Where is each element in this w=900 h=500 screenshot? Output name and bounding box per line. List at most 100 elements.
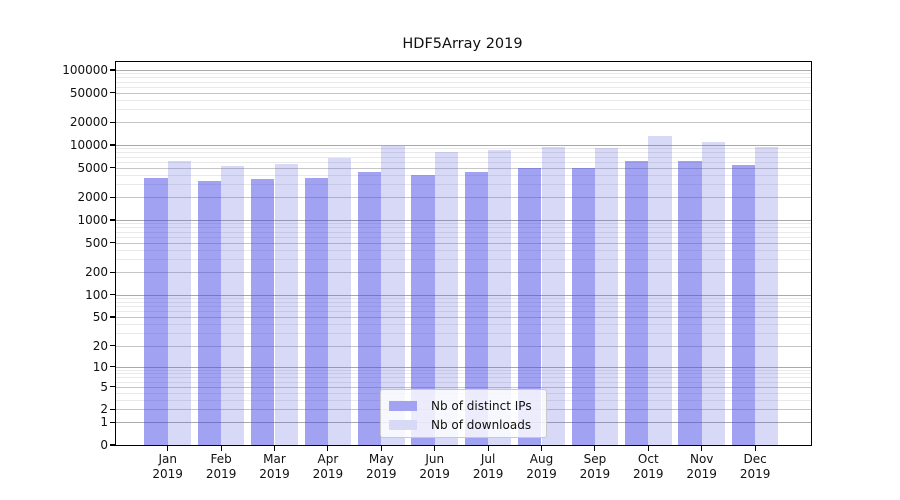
y-tick	[110, 121, 116, 123]
gridline-minor	[116, 249, 811, 251]
y-tick-label: 100	[85, 287, 108, 302]
y-tick	[110, 345, 116, 347]
gridline-major	[116, 167, 811, 169]
bar-downloads	[221, 166, 245, 445]
legend-item-downloads: Nb of downloads	[389, 415, 546, 434]
bar-distinct-ips	[144, 178, 168, 445]
y-tick-label: 500	[85, 235, 108, 250]
y-tick-label: 1000	[77, 212, 108, 227]
gridline-minor	[116, 161, 811, 163]
gridline-minor	[116, 231, 811, 233]
gridline-minor	[116, 259, 811, 261]
gridline-minor	[116, 152, 811, 154]
gridline-minor	[116, 377, 811, 379]
gridline-minor	[116, 81, 811, 83]
legend-swatch-distinct-ips	[389, 400, 417, 411]
x-tick-label: Apr 2019	[312, 452, 344, 481]
gridline-major	[116, 144, 811, 146]
y-tick-label: 10	[92, 359, 108, 374]
bar-distinct-ips	[464, 172, 489, 445]
bar-downloads	[488, 150, 512, 445]
y-tick-label: 50000	[69, 85, 108, 100]
x-tick	[220, 445, 222, 451]
bar-distinct-ips	[304, 177, 328, 445]
gridline-minor	[116, 77, 811, 79]
gridline-minor	[116, 370, 811, 371]
x-tick-label: Dec 2019	[739, 452, 771, 481]
gridline-minor	[116, 99, 811, 101]
y-tick	[110, 91, 116, 94]
y-tick	[110, 166, 116, 169]
gridline-major	[116, 92, 811, 94]
y-tick	[110, 316, 116, 318]
y-tick	[110, 196, 116, 198]
bar-distinct-ips	[731, 164, 756, 445]
plot-area: Jan 2019 Feb 2019 Mar 2019 Apr 2019 May 2019…	[62, 61, 812, 481]
x-tick-label: May 2019	[366, 452, 397, 481]
y-tick-label: 1	[100, 415, 108, 430]
gridline-major	[116, 242, 811, 244]
bar-distinct-ips	[678, 161, 702, 445]
bar-distinct-ips	[624, 161, 649, 445]
x-tick	[754, 445, 756, 451]
gridline-major	[116, 316, 811, 318]
gridline-minor	[116, 227, 811, 229]
gridline-minor	[116, 301, 811, 303]
legend-item-distinct-ips: Nb of distinct IPs	[389, 396, 546, 415]
gridline-minor	[116, 223, 811, 225]
gridline-minor	[116, 333, 811, 335]
gridline-major	[116, 197, 811, 199]
gridline-major	[116, 345, 811, 347]
gridline-minor	[116, 306, 811, 308]
legend-label-downloads: Nb of downloads	[431, 417, 532, 432]
bar-distinct-ips	[197, 180, 222, 445]
y-tick-label: 2	[100, 402, 108, 417]
plot-layers: Jan 2019 Feb 2019 Mar 2019 Apr 2019 May 2019…	[62, 62, 811, 481]
y-tick	[110, 366, 116, 368]
x-tick	[487, 445, 489, 451]
bar-distinct-ips	[251, 178, 275, 445]
gridline-major	[116, 122, 811, 124]
y-tick-label: 200	[85, 265, 108, 280]
x-tick-label: Sep 2019	[579, 452, 611, 481]
gridline-minor	[116, 73, 811, 75]
chart-title: HDF5Array 2019	[402, 36, 523, 52]
y-tick	[110, 219, 116, 221]
y-tick-label: 0	[100, 438, 108, 452]
y-tick-label: 2000	[77, 190, 108, 205]
y-tick	[110, 144, 116, 146]
x-tick-label: Jun 2019	[419, 452, 450, 481]
gridline-minor	[116, 373, 811, 375]
gridline-minor	[116, 86, 811, 88]
gridline-major	[116, 272, 811, 274]
x-tick-label: Jan 2019	[152, 452, 183, 481]
gridline-major	[116, 69, 811, 71]
y-tick	[110, 408, 116, 410]
gridline-minor	[116, 381, 811, 383]
x-tick-label: Oct 2019	[633, 452, 664, 481]
x-tick-label: Jul 2019	[472, 452, 504, 481]
gridline-major	[116, 386, 811, 388]
y-tick	[110, 241, 116, 244]
legend-label-distinct-ips: Nb of distinct IPs	[431, 398, 532, 413]
y-tick	[110, 421, 116, 423]
y-tick-label: 50	[92, 309, 108, 324]
gridline-major	[116, 219, 811, 221]
bar-distinct-ips	[411, 174, 435, 445]
gridline-minor	[116, 156, 811, 158]
bar-distinct-ips	[357, 171, 382, 445]
gridline-minor	[116, 184, 811, 186]
bar-downloads	[167, 160, 192, 445]
x-tick	[701, 445, 703, 451]
x-tick-label: Feb 2019	[205, 452, 237, 481]
bar-distinct-ips	[518, 167, 542, 445]
y-tick-label: 100000	[62, 63, 108, 77]
gridline-major	[116, 294, 811, 296]
y-tick	[110, 386, 116, 388]
gridline-minor	[116, 298, 811, 300]
x-tick-label: Mar 2019	[259, 452, 290, 481]
bar-downloads	[755, 147, 779, 445]
x-tick-label: Aug 2019	[526, 452, 557, 481]
bar-downloads	[701, 142, 726, 445]
